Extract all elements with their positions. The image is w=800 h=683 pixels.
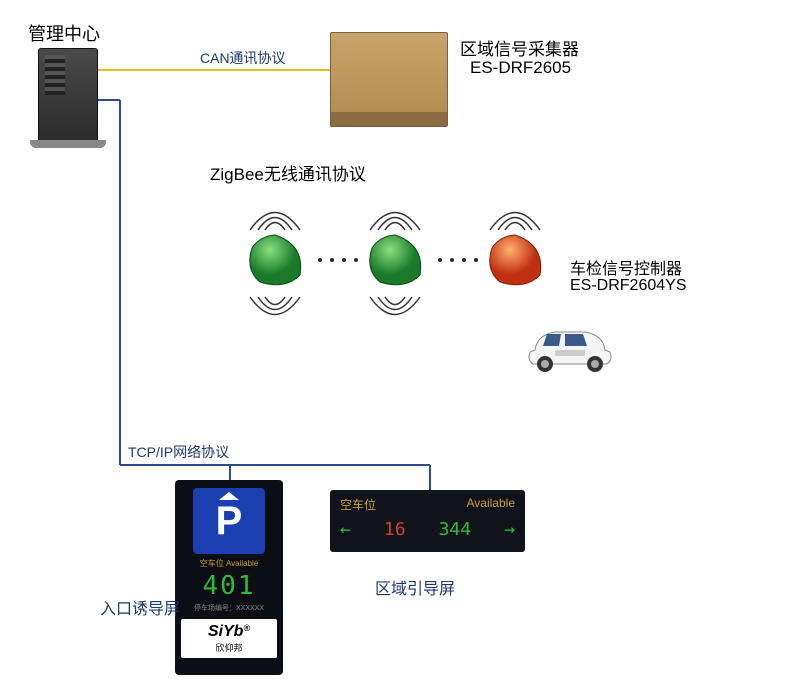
entrance-avail-cn: 空车位 [200, 559, 224, 568]
car-icon [525, 320, 615, 375]
sensor-green-2-icon [360, 230, 430, 290]
tcpip-label: TCP/IP网络协议 [128, 442, 229, 462]
sensor-orange-icon [480, 230, 550, 290]
entrance-screen-label: 入口诱导屏 [100, 595, 180, 619]
right-arrow-icon: → [504, 519, 515, 540]
entrance-sub-label: 停车场编号： [194, 605, 236, 612]
collector-title: 区域信号采集器 [460, 35, 579, 60]
entrance-sign: P 空车位 Available 401 停车场编号：XXXXXX SiYb® 欣… [175, 480, 283, 675]
entrance-sub-value: XXXXXX [236, 605, 264, 612]
area-guide-screen: 空车位 Available ← 16 344 → [330, 490, 525, 552]
sensor-green-1-icon [240, 230, 310, 290]
area-screen-label: 区域引导屏 [375, 575, 455, 599]
collector-model: ES-DRF2605 [470, 58, 571, 78]
collector-box-icon [330, 32, 448, 127]
area-left-value: 16 [384, 519, 406, 540]
brand-cn: 欣仰邦 [181, 641, 277, 654]
area-hdr-en: Available [467, 496, 515, 513]
brand-logo: SiYb® 欣仰邦 [181, 619, 277, 658]
p-letter: P [216, 499, 243, 544]
left-arrow-icon: ← [340, 519, 351, 540]
controller-model: ES-DRF2604YS [570, 277, 687, 295]
entrance-avail-en: Available [226, 559, 258, 568]
zigbee-label: ZigBee无线通讯协议 [210, 160, 366, 185]
server-tower-icon [38, 48, 98, 143]
parking-p-icon: P [193, 488, 265, 554]
entrance-count: 401 [175, 571, 283, 601]
wireless-arcs-bottom [230, 292, 470, 347]
server-base-icon [30, 140, 106, 148]
mgmt-center-label: 管理中心 [28, 20, 100, 46]
can-protocol-label: CAN通讯协议 [200, 48, 286, 68]
area-hdr-cn: 空车位 [340, 496, 376, 513]
brand-reg: ® [243, 623, 250, 633]
area-right-value: 344 [439, 519, 472, 540]
brand-text: SiYb [208, 623, 244, 640]
controller-title: 车检信号控制器 [570, 255, 682, 279]
